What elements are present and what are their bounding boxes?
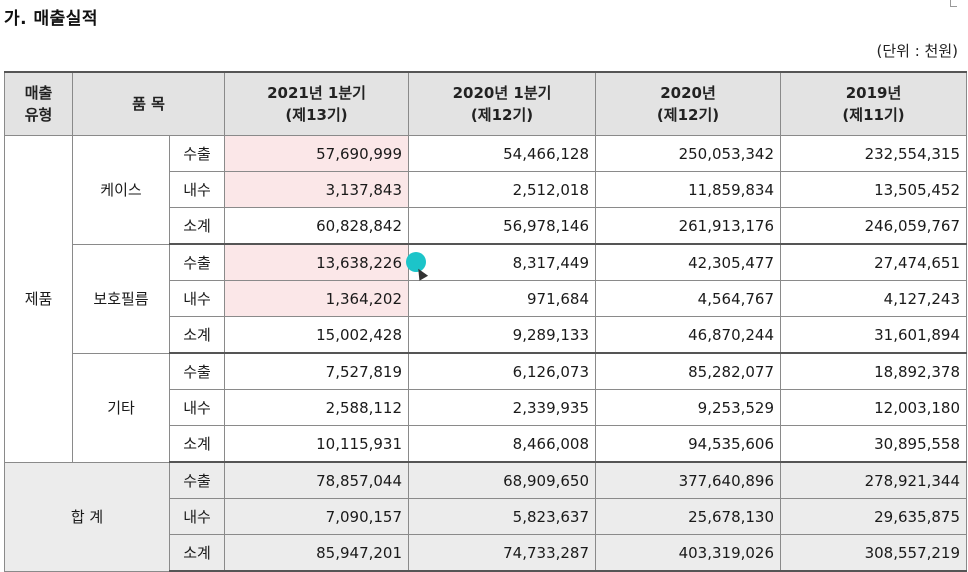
value-cell: 85,947,201 xyxy=(224,534,410,572)
row-kind: 소계 xyxy=(168,534,226,572)
value-cell: 5,823,637 xyxy=(408,498,597,535)
table-row: 보호필름 수출 13,638,226 8,317,449 42,305,477 … xyxy=(5,243,968,354)
header-sales-type: 매출 유형 xyxy=(4,71,73,136)
value-cell: 261,913,176 xyxy=(595,207,782,245)
group-name: 케이스 xyxy=(72,135,170,245)
value-cell: 377,640,896 xyxy=(595,461,782,499)
value-cell: 46,870,244 xyxy=(595,316,782,354)
header-col-line1: 2020년 1분기 xyxy=(452,83,552,102)
value-cell: 30,895,558 xyxy=(780,425,968,463)
header-col-line2: (제11기) xyxy=(842,106,905,124)
header-col-line2: (제13기) xyxy=(285,106,348,124)
header-row: 매출 유형 품 목 2021년 1분기 (제13기) 2020년 1분기 (제1… xyxy=(4,71,968,136)
table-row: 내수 7,090,157 5,823,637 25,678,130 29,635… xyxy=(5,498,968,535)
value-cell: 4,564,767 xyxy=(595,280,782,317)
value-cell: 6,126,073 xyxy=(408,352,597,390)
value-cell: 308,557,219 xyxy=(780,534,968,572)
value-cell: 31,601,894 xyxy=(780,316,968,354)
value-cell: 57,690,999 xyxy=(224,135,410,172)
value-cell: 94,535,606 xyxy=(595,425,782,463)
value-cell: 8,317,449 xyxy=(408,243,597,281)
row-kind: 소계 xyxy=(168,316,226,354)
header-col-2019: 2019년 (제11기) xyxy=(780,71,968,136)
group-name: 기타 xyxy=(72,352,170,463)
value-cell: 246,059,767 xyxy=(780,207,968,245)
value-cell: 13,638,226 xyxy=(224,243,410,281)
value-cell: 250,053,342 xyxy=(595,135,782,172)
value-cell: 15,002,428 xyxy=(224,316,410,354)
value-cell: 60,828,842 xyxy=(224,207,410,245)
value-cell: 18,892,378 xyxy=(780,352,968,390)
category-product: 제품 xyxy=(4,135,73,463)
group-name: 보호필름 xyxy=(72,243,170,354)
value-cell: 27,474,651 xyxy=(780,243,968,281)
row-kind: 내수 xyxy=(168,498,226,535)
header-type-line2: 유형 xyxy=(24,106,53,124)
table-row: 합 계 수출 78,857,044 68,909,650 377,640,896… xyxy=(4,461,968,572)
value-cell: 232,554,315 xyxy=(780,135,968,172)
row-kind: 소계 xyxy=(168,207,226,245)
value-cell: 7,090,157 xyxy=(224,498,410,535)
table-row: 제품 케이스 수출 57,690,999 54,466,128 250,053,… xyxy=(4,135,968,463)
cursor-highlight-dot xyxy=(406,252,426,272)
header-type-line1: 매출 xyxy=(24,83,53,102)
value-cell: 25,678,130 xyxy=(595,498,782,535)
value-cell: 85,282,077 xyxy=(595,352,782,390)
value-cell: 74,733,287 xyxy=(408,534,597,572)
section-title: 가. 매출실적 xyxy=(4,9,99,29)
unit-label: (단위 : 천원) xyxy=(876,42,959,60)
row-kind: 내수 xyxy=(168,171,226,208)
header-col-line2: (제12기) xyxy=(656,106,720,124)
value-cell: 4,127,243 xyxy=(780,280,968,317)
value-cell: 11,859,834 xyxy=(595,171,782,208)
table-row: 내수 3,137,843 2,512,018 11,859,834 13,505… xyxy=(5,171,968,208)
value-cell: 9,253,529 xyxy=(595,389,782,426)
value-cell: 2,512,018 xyxy=(408,171,597,208)
header-col-2021q1: 2021년 1분기 (제13기) xyxy=(224,71,410,136)
value-cell: 7,527,819 xyxy=(224,352,410,390)
table-row: 소계 85,947,201 74,733,287 403,319,026 308… xyxy=(5,534,968,572)
row-kind: 내수 xyxy=(168,280,226,317)
row-kind: 소계 xyxy=(168,425,226,463)
value-cell: 1,364,202 xyxy=(224,280,410,317)
value-cell: 278,921,344 xyxy=(780,461,968,499)
value-cell: 971,684 xyxy=(408,280,597,317)
row-kind: 수출 xyxy=(168,243,226,281)
row-kind: 수출 xyxy=(168,461,226,499)
corner-mark xyxy=(950,0,957,7)
table-row: 소계 10,115,931 8,466,008 94,535,606 30,89… xyxy=(5,425,968,463)
header-col-2020q1: 2020년 1분기 (제12기) xyxy=(408,71,597,136)
header-col-line2: (제12기) xyxy=(470,106,534,124)
value-cell: 2,339,935 xyxy=(408,389,597,426)
total-label: 합 계 xyxy=(4,461,170,572)
table-row: 소계 15,002,428 9,289,133 46,870,244 31,60… xyxy=(5,316,968,354)
value-cell: 8,466,008 xyxy=(408,425,597,463)
value-cell: 3,137,843 xyxy=(224,171,410,208)
table-row: 내수 1,364,202 971,684 4,564,767 4,127,243 xyxy=(5,280,968,317)
value-cell: 29,635,875 xyxy=(780,498,968,535)
header-item: 품 목 xyxy=(71,71,226,136)
value-cell: 9,289,133 xyxy=(408,316,597,354)
row-kind: 수출 xyxy=(168,352,226,390)
value-cell: 68,909,650 xyxy=(408,461,597,499)
sales-table: 매출 유형 품 목 2021년 1분기 (제13기) 2020년 1분기 (제1… xyxy=(4,71,968,572)
row-kind: 내수 xyxy=(168,389,226,426)
value-cell: 13,505,452 xyxy=(780,171,968,208)
value-cell: 12,003,180 xyxy=(780,389,968,426)
row-kind: 수출 xyxy=(168,135,226,172)
header-col-2020: 2020년 (제12기) xyxy=(595,71,782,136)
value-cell: 54,466,128 xyxy=(408,135,597,172)
table-row: 기타 수출 7,527,819 6,126,073 85,282,077 18,… xyxy=(5,352,968,463)
value-cell: 2,588,112 xyxy=(224,389,410,426)
header-col-line1: 2019년 xyxy=(845,83,902,102)
table-row: 소계 60,828,842 56,978,146 261,913,176 246… xyxy=(5,207,968,245)
value-cell: 10,115,931 xyxy=(224,425,410,463)
table-row: 내수 2,588,112 2,339,935 9,253,529 12,003,… xyxy=(5,389,968,426)
value-cell: 42,305,477 xyxy=(595,243,782,281)
header-col-line1: 2020년 xyxy=(660,83,716,102)
value-cell: 56,978,146 xyxy=(408,207,597,245)
value-cell: 78,857,044 xyxy=(224,461,410,499)
value-cell: 403,319,026 xyxy=(595,534,782,572)
header-col-line1: 2021년 1분기 xyxy=(267,83,366,102)
